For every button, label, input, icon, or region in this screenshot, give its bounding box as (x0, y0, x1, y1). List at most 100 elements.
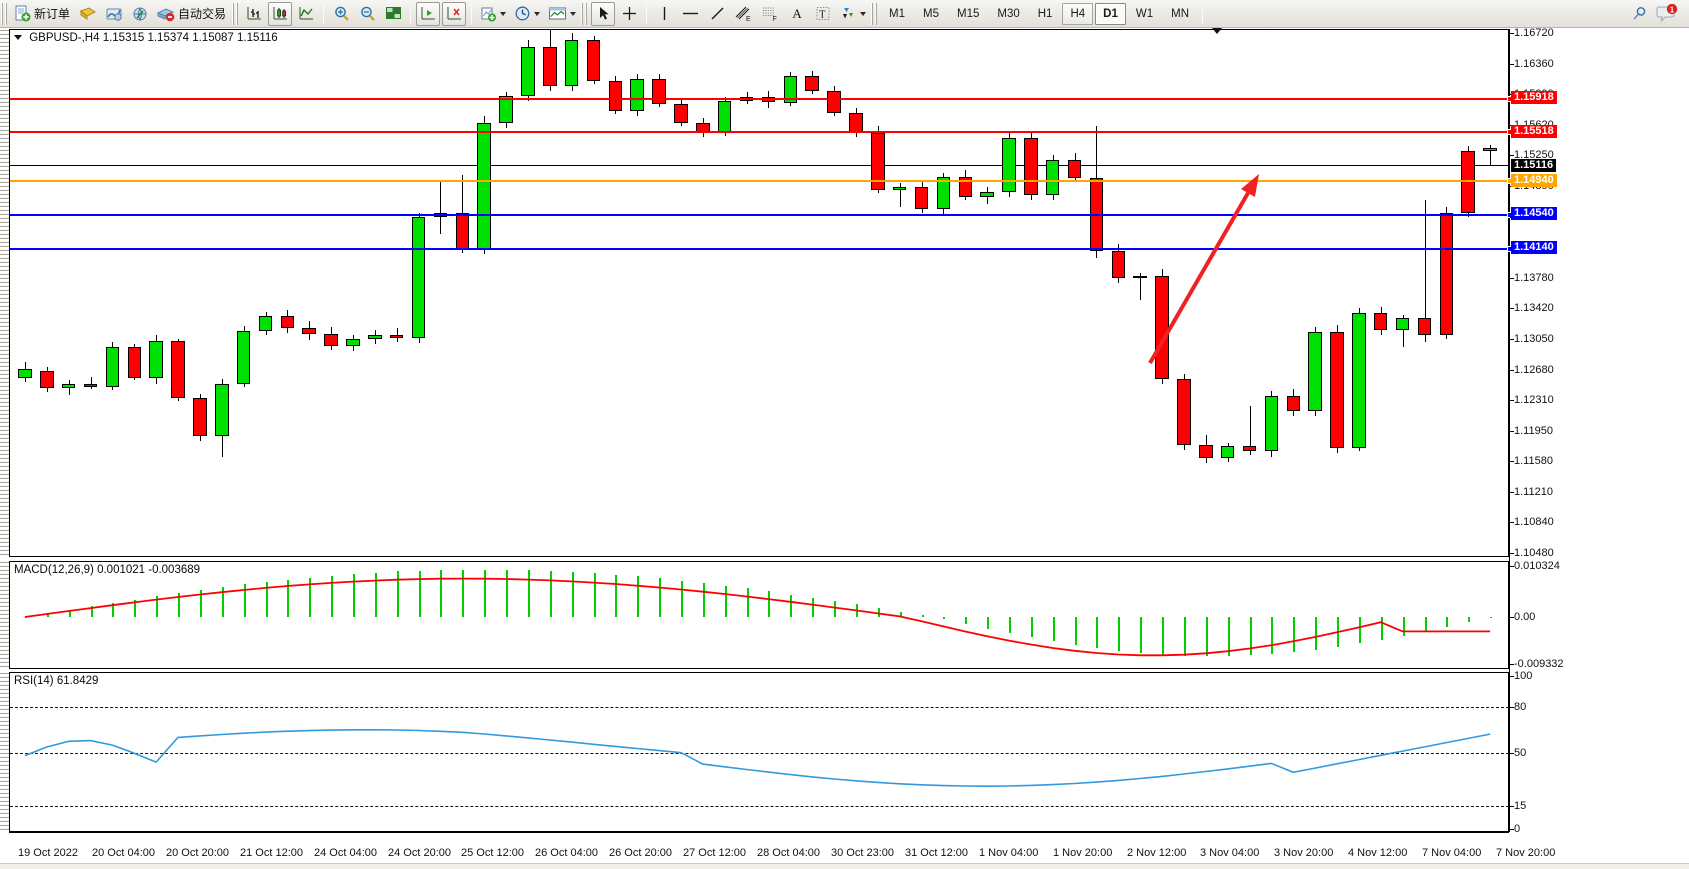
tab-timeframe-d1[interactable]: D1 (1095, 2, 1126, 25)
horizontal-line-button[interactable] (678, 2, 703, 26)
macd-pane[interactable] (9, 561, 1509, 669)
candle-body[interactable] (258, 315, 273, 331)
chart-dropdown-marker-icon[interactable] (1212, 28, 1222, 34)
crosshair-button[interactable] (617, 2, 641, 26)
toolbar-grip-1[interactable] (1, 2, 8, 25)
trendline-button[interactable] (705, 2, 729, 26)
candle-body[interactable] (1111, 250, 1126, 278)
candle-body[interactable] (215, 384, 229, 437)
candle-body[interactable] (127, 346, 142, 379)
candle-body[interactable] (171, 341, 185, 398)
auto-trading-button[interactable]: 自动交易 (154, 2, 230, 26)
search-button[interactable] (1627, 2, 1651, 26)
candle-body[interactable] (302, 328, 316, 335)
tile-windows-button[interactable] (381, 2, 405, 26)
candle-body[interactable] (1045, 159, 1060, 196)
tab-timeframe-m1[interactable]: M1 (889, 7, 906, 20)
candle-body[interactable] (324, 334, 338, 347)
fibonacci-button[interactable]: F (758, 2, 783, 26)
candle-body[interactable] (564, 40, 579, 86)
candle-body[interactable] (149, 341, 163, 379)
zoom-in-button[interactable] (329, 2, 353, 26)
rsi-indicator-label[interactable]: RSI(14) 61.8429 (14, 675, 99, 687)
candle-body[interactable] (1199, 444, 1213, 459)
vertical-line-button[interactable] (652, 2, 676, 26)
candle-body[interactable] (543, 46, 557, 86)
tab-timeframe-w1[interactable]: W1 (1135, 7, 1154, 20)
macd-indicator-label[interactable]: MACD(12,26,9) 0.001021 -0.003689 (14, 564, 201, 576)
candle-body[interactable] (1330, 331, 1344, 449)
candle-body[interactable] (389, 335, 404, 339)
candle-body[interactable] (105, 346, 120, 388)
candle-body[interactable] (1220, 446, 1235, 459)
new-chart-button[interactable] (477, 2, 509, 26)
macd-pane-scroll-grip[interactable] (0, 561, 9, 669)
tab-timeframe-m5[interactable]: M5 (923, 7, 939, 20)
toolbar-grip-3[interactable] (581, 2, 589, 25)
candle-body[interactable] (1286, 395, 1301, 411)
candle-body[interactable] (849, 112, 863, 133)
candle-body[interactable] (1002, 137, 1016, 192)
level-line-1.14540[interactable] (10, 211, 1513, 218)
candle-body[interactable] (61, 384, 76, 389)
candle-body[interactable] (1264, 395, 1279, 452)
equidistant-channel-button[interactable]: E (731, 2, 756, 26)
candle-body[interactable] (827, 90, 841, 113)
level-line-1.15518[interactable] (10, 129, 1513, 136)
toolbar-grip-4[interactable] (871, 2, 879, 25)
candle-body[interactable] (914, 186, 929, 209)
candle-body[interactable] (499, 95, 513, 123)
candle-body[interactable] (1461, 151, 1475, 213)
candle-body[interactable] (411, 217, 426, 339)
candle-body[interactable] (83, 384, 98, 388)
candle-body[interactable] (630, 78, 644, 111)
line-chart-button[interactable] (294, 2, 318, 26)
candle-body[interactable] (674, 104, 688, 123)
shift-end-button[interactable] (416, 1, 441, 26)
candle-body[interactable] (521, 46, 535, 96)
candle-body[interactable] (1308, 331, 1322, 411)
tab-timeframe-m15[interactable]: M15 (957, 7, 980, 20)
level-line-1.14940[interactable] (10, 178, 1513, 184)
candle-body[interactable] (1242, 446, 1257, 452)
candle-body[interactable] (40, 370, 54, 389)
price-pane-scroll-grip[interactable] (0, 29, 9, 557)
tab-timeframe-h4[interactable]: H4 (1062, 2, 1094, 25)
tab-timeframe-h1[interactable]: H1 (1037, 7, 1053, 20)
candle-body[interactable] (1483, 148, 1497, 152)
candle-body[interactable] (936, 176, 951, 209)
chevron-down-icon[interactable] (860, 11, 867, 16)
candle-body[interactable] (871, 132, 885, 191)
candle-body[interactable] (652, 78, 666, 105)
candle-body[interactable] (783, 75, 798, 103)
candle-body[interactable] (717, 100, 732, 133)
candle-body[interactable] (1352, 313, 1366, 449)
candle-body[interactable] (1373, 313, 1388, 331)
zoom-out-button[interactable] (355, 2, 379, 26)
chevron-down-icon[interactable] (570, 11, 577, 16)
candle-body[interactable] (1395, 318, 1410, 331)
candle-body[interactable] (193, 397, 207, 437)
candlestick-chart-button[interactable] (268, 1, 293, 26)
chevron-down-icon[interactable] (500, 11, 507, 16)
new-order-button[interactable]: 新订单 (11, 2, 74, 26)
candle-body[interactable] (368, 335, 382, 340)
navigator-button[interactable] (128, 2, 152, 26)
expert-advisors-button[interactable] (76, 2, 100, 26)
candle-body[interactable] (455, 212, 470, 250)
candle-body[interactable] (980, 191, 994, 197)
templates-button[interactable] (545, 2, 579, 26)
level-line-1.15918[interactable] (10, 95, 1513, 102)
notifications-button[interactable]: 1 (1653, 2, 1681, 26)
time-axis[interactable]: 19 Oct 2022 20 Oct 04:00 20 Oct 20:00 21 Oc… (0, 833, 1689, 863)
candle-body[interactable] (805, 75, 819, 91)
text-label-button[interactable]: T (811, 2, 835, 26)
candle-body[interactable] (586, 40, 601, 81)
bar-chart-button[interactable] (242, 2, 266, 26)
candle-body[interactable] (280, 315, 295, 329)
price-pane[interactable] (9, 29, 1509, 557)
candle-body[interactable] (1177, 379, 1191, 445)
candle-body[interactable] (1067, 159, 1082, 179)
market-watch-button[interactable] (102, 2, 126, 26)
text-button[interactable]: A (785, 2, 809, 26)
